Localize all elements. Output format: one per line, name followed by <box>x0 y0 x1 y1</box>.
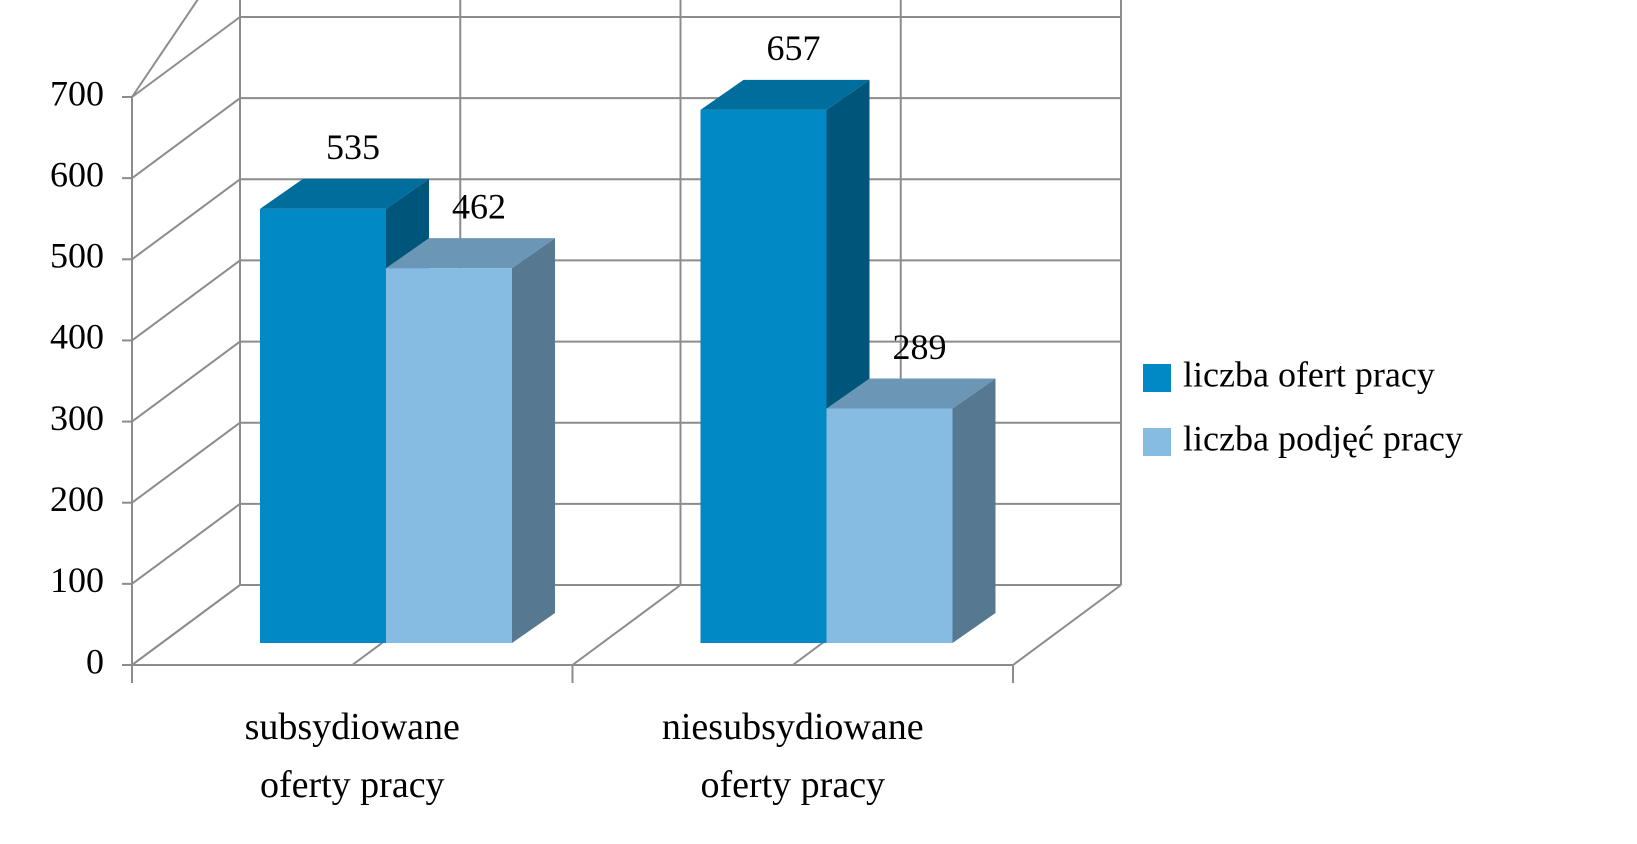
legend-label: liczba podjęć pracy <box>1183 418 1463 458</box>
legend-swatch <box>1143 364 1171 392</box>
grid-line <box>131 259 241 342</box>
bar-front <box>386 268 512 643</box>
bar-top <box>386 238 555 269</box>
y-tick-label: 200 <box>50 479 104 519</box>
bar-top <box>260 178 429 209</box>
y-tick-label: 600 <box>50 154 104 194</box>
legend-swatch <box>1143 428 1171 456</box>
grid-line <box>131 178 241 261</box>
grid-line <box>131 503 241 585</box>
bar-side <box>952 378 996 643</box>
x-tick-label: niesubsydiowane oferty pracy <box>661 706 924 806</box>
bar-side <box>512 238 555 643</box>
grid-line <box>131 16 241 98</box>
bar-front <box>260 208 386 643</box>
grid-line <box>131 584 241 666</box>
floor-line <box>571 584 682 666</box>
value-label: 462 <box>452 186 506 226</box>
floor-line <box>1012 584 1122 666</box>
value-label: 535 <box>326 127 380 167</box>
bar-front <box>826 408 953 643</box>
bar-top <box>826 378 996 409</box>
y-tick-label: 100 <box>50 560 104 600</box>
bar <box>386 238 555 643</box>
y-tick-label: 700 <box>50 73 104 113</box>
bar-top <box>700 79 870 110</box>
value-label: 289 <box>893 327 947 367</box>
grid-line <box>131 421 241 504</box>
y-tick-label: 0 <box>86 641 104 681</box>
x-tick-label: subsydiowane oferty pracy <box>244 706 460 806</box>
bar <box>826 378 996 643</box>
legend-label: liczba ofert pracy <box>1183 354 1435 394</box>
grid-line <box>131 340 241 423</box>
bar-front <box>700 109 827 644</box>
y-tick-label: 400 <box>50 317 104 357</box>
y-tick-label: 300 <box>50 398 104 438</box>
left-wall-top <box>131 0 199 98</box>
value-label: 657 <box>767 28 821 68</box>
grid-line <box>131 97 241 179</box>
y-tick-label: 500 <box>50 236 104 276</box>
